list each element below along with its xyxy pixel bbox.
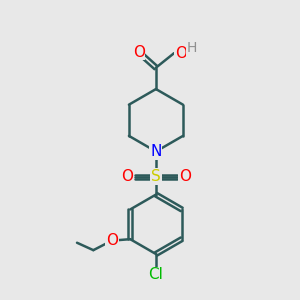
Text: O: O	[121, 169, 133, 184]
Text: H: H	[187, 41, 197, 55]
Text: O: O	[179, 169, 191, 184]
Text: S: S	[151, 169, 161, 184]
Text: O: O	[133, 45, 145, 60]
Text: Cl: Cl	[148, 267, 164, 282]
Text: O: O	[175, 46, 187, 61]
Text: N: N	[150, 144, 162, 159]
Text: O: O	[106, 233, 118, 248]
